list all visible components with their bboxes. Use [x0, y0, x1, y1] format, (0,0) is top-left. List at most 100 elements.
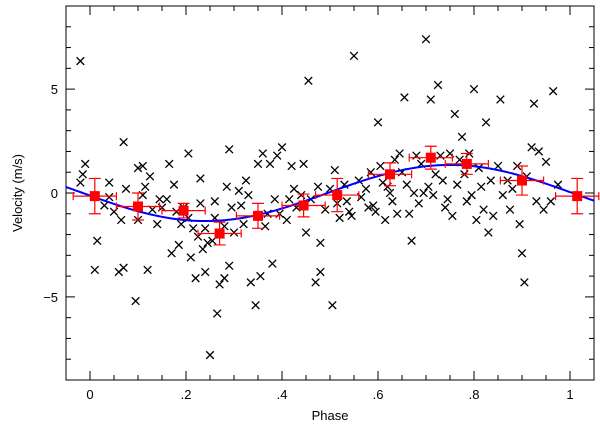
data-point	[428, 190, 438, 200]
axis-ticks	[65, 5, 595, 381]
data-point	[80, 159, 90, 169]
data-point	[196, 199, 205, 208]
binned-point	[298, 200, 309, 211]
data-point	[299, 159, 308, 169]
data-point	[76, 178, 85, 187]
data-point	[239, 219, 248, 229]
data-point	[404, 209, 414, 219]
data-point	[119, 263, 128, 273]
data-point	[448, 211, 457, 221]
data-point	[515, 219, 524, 229]
data-point	[270, 194, 280, 204]
binned-point	[517, 175, 527, 186]
raw-velocity-points	[76, 34, 563, 360]
data-point	[76, 56, 85, 66]
data-point	[282, 215, 292, 225]
data-point	[131, 296, 140, 306]
data-point	[203, 238, 212, 248]
binned-point	[572, 191, 583, 202]
data-point	[481, 118, 491, 127]
data-point	[316, 238, 325, 248]
data-point	[119, 137, 128, 147]
data-point	[215, 280, 224, 289]
data-point	[234, 186, 244, 196]
data-point	[145, 172, 155, 181]
data-point	[457, 132, 467, 142]
data-point	[330, 165, 340, 175]
data-point	[143, 265, 152, 275]
data-point	[486, 176, 496, 185]
y-axis-title: Velocity (m/s)	[10, 154, 25, 232]
data-point	[200, 224, 210, 233]
data-point	[169, 180, 179, 189]
data-point	[184, 149, 193, 158]
data-point	[104, 178, 114, 187]
y-tick-label: −5	[43, 290, 58, 305]
data-point	[227, 203, 236, 212]
y-tick-label: 0	[51, 186, 58, 201]
data-point	[344, 207, 354, 216]
data-point	[246, 278, 256, 287]
data-point	[176, 219, 186, 229]
x-tick-label: .8	[469, 387, 480, 402]
x-axis-title: Phase	[312, 408, 349, 423]
data-point	[316, 267, 325, 277]
data-point	[392, 209, 402, 219]
data-point	[104, 192, 114, 202]
data-point	[472, 215, 481, 225]
data-point	[534, 147, 544, 156]
data-point	[277, 143, 287, 152]
data-point	[140, 182, 150, 192]
data-point	[380, 215, 390, 225]
data-point	[265, 159, 275, 169]
data-point	[212, 309, 222, 318]
data-point	[167, 248, 176, 258]
data-point	[335, 213, 344, 223]
data-point	[90, 265, 100, 275]
binned-point	[332, 190, 343, 201]
data-point	[488, 211, 498, 221]
data-point	[505, 205, 515, 214]
data-point	[320, 205, 330, 214]
data-point	[433, 80, 443, 90]
data-point	[191, 273, 200, 283]
data-point	[284, 194, 294, 204]
data-point	[373, 118, 383, 127]
data-point	[186, 253, 196, 262]
data-point	[371, 207, 380, 216]
data-point	[361, 184, 371, 194]
model-curve	[65, 163, 595, 223]
data-point	[431, 170, 440, 179]
data-point	[304, 76, 313, 86]
data-point	[241, 176, 251, 185]
data-point	[368, 201, 378, 210]
data-point	[116, 215, 126, 225]
tick-labels: 0 .2 .4 .6 .8 1 −5 0 5	[43, 82, 573, 402]
data-point	[220, 273, 229, 283]
data-point	[258, 149, 268, 158]
binned-point	[178, 205, 189, 216]
data-point	[424, 182, 433, 192]
data-point	[529, 99, 539, 108]
data-point	[347, 211, 356, 221]
data-point	[268, 259, 277, 268]
data-point	[479, 205, 488, 214]
x-tick-label: 1	[566, 387, 573, 402]
data-point	[541, 157, 551, 167]
x-tick-label: .4	[277, 387, 288, 402]
data-point	[450, 109, 460, 119]
data-point	[376, 161, 385, 171]
data-point	[440, 203, 450, 212]
data-point	[253, 159, 263, 169]
data-point	[155, 194, 164, 204]
data-point	[493, 161, 503, 171]
data-point	[272, 151, 282, 160]
data-point	[229, 228, 239, 237]
data-point	[498, 190, 508, 200]
y-tick-label: 5	[51, 82, 58, 97]
data-point	[462, 197, 472, 206]
data-point	[236, 201, 246, 210]
data-point	[476, 182, 486, 192]
data-point	[527, 143, 536, 152]
